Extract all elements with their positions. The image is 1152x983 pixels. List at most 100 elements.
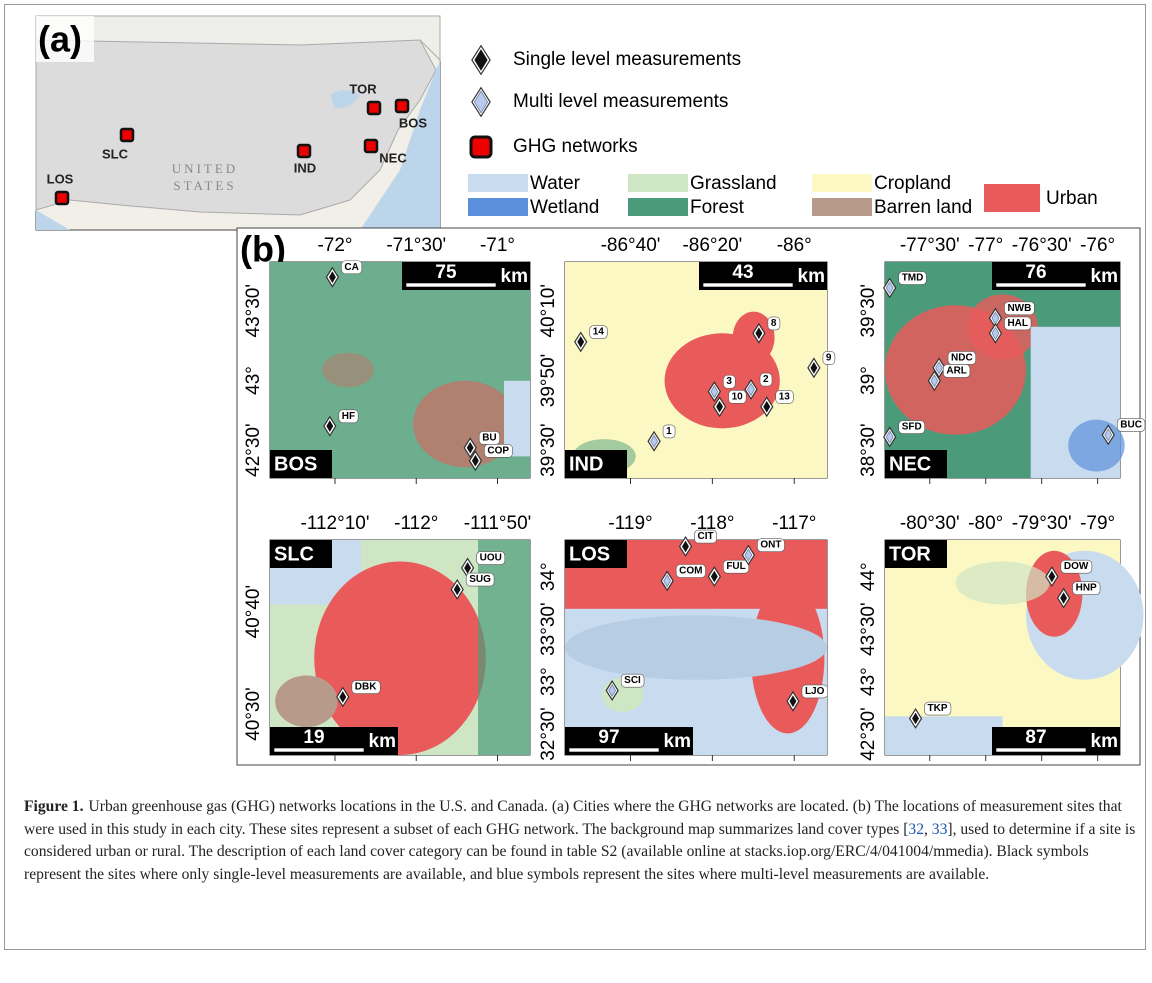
- legend-label: Forest: [690, 197, 745, 218]
- lat-tick-label: 33°30': [538, 602, 559, 656]
- site-label: LJO: [805, 686, 825, 697]
- lon-tick-label: -80°: [968, 513, 1003, 534]
- city-label: NEC: [379, 150, 407, 165]
- lon-tick-label: -71°30': [386, 235, 446, 256]
- scale-value: 75: [435, 262, 457, 283]
- legend-label: Multi level measurements: [513, 91, 728, 112]
- land-cover-patch: [322, 353, 374, 388]
- lat-tick-label: 43°30': [858, 602, 879, 656]
- lon-tick-label: -112°: [394, 513, 438, 534]
- map-name: BOS: [274, 453, 317, 475]
- city-marker: [365, 140, 377, 152]
- site-label: 9: [826, 352, 832, 363]
- legend-swatch: [812, 174, 872, 192]
- page: { "panel_a": { "label": "(a)", "map_labe…: [0, 0, 1152, 983]
- map-name: IND: [569, 453, 603, 475]
- site-label: NWB: [1007, 303, 1031, 314]
- city-label: SLC: [102, 146, 129, 161]
- site-label: TKP: [928, 703, 948, 714]
- city-marker: [121, 129, 133, 141]
- legend-symbol: [471, 137, 491, 157]
- site-label: 1: [666, 426, 672, 437]
- legend-label: Grassland: [690, 173, 777, 194]
- lon-tick-label: -79°: [1080, 513, 1115, 534]
- site-label: HNP: [1076, 583, 1097, 594]
- site-label: 13: [779, 391, 791, 402]
- city-marker: [368, 102, 380, 114]
- lat-tick-label: 39°50': [538, 354, 559, 408]
- legend-swatch: [468, 198, 528, 216]
- lat-tick-label: 38°30': [858, 423, 879, 477]
- lon-tick-label: -86°20': [682, 235, 742, 256]
- city-label: BOS: [399, 115, 428, 130]
- scale-bar: [274, 748, 364, 752]
- scale-value: 87: [1025, 727, 1046, 748]
- land-cover-patch: [956, 562, 1050, 605]
- site-label: COP: [487, 445, 509, 456]
- caption-text: 32: [908, 821, 924, 838]
- scale-value: 19: [303, 727, 324, 748]
- lon-tick-label: -111°50': [464, 513, 532, 534]
- site-label: NDC: [951, 352, 973, 363]
- caption: Figure 1.Urban greenhouse gas (GHG) netw…: [24, 796, 1136, 886]
- lon-tick-label: -112°10': [301, 513, 370, 534]
- site-label: COM: [679, 565, 702, 576]
- map-name: SLC: [274, 543, 314, 565]
- lat-tick-label: 40°10': [538, 284, 559, 338]
- site-label: CA: [344, 262, 358, 273]
- site-label: BU: [482, 432, 496, 443]
- map-name: NEC: [889, 453, 931, 475]
- scale-bar: [703, 283, 793, 287]
- legend-symbol: [472, 46, 490, 75]
- lat-tick-label: 43°: [858, 667, 879, 696]
- legend-label: Barren land: [874, 197, 972, 218]
- site-label: 14: [593, 327, 605, 338]
- lat-tick-label: 44°: [858, 562, 879, 591]
- lon-tick-label: -76°: [1080, 235, 1115, 256]
- legend-label: Wetland: [530, 197, 599, 218]
- lat-tick-label: 34°: [538, 562, 559, 591]
- site-label: BUC: [1120, 419, 1142, 430]
- lon-tick-label: -76°30': [1012, 235, 1072, 256]
- lon-tick-label: -80°30': [900, 513, 960, 534]
- map-name: LOS: [569, 543, 610, 565]
- lat-tick-label: 39°30': [538, 423, 559, 477]
- lon-tick-label: -79°30': [1012, 513, 1072, 534]
- map-label: STATES: [173, 178, 236, 193]
- legend-swatch: [984, 184, 1040, 212]
- scale-unit: km: [1091, 731, 1118, 752]
- site-label: SFD: [902, 422, 922, 433]
- site-label: 2: [763, 374, 769, 385]
- legend-label: Cropland: [874, 173, 951, 194]
- lat-tick-label: 39°: [858, 366, 879, 395]
- caption-text: Figure 1.: [24, 798, 83, 815]
- scale-unit: km: [664, 731, 691, 752]
- lat-tick-label: 43°30': [243, 284, 264, 338]
- legend-label: Single level measurements: [513, 49, 741, 70]
- site-label: 10: [732, 391, 744, 402]
- scale-bar: [996, 283, 1086, 287]
- lat-tick-label: 43°: [243, 366, 264, 395]
- lat-tick-label: 33°: [538, 667, 559, 696]
- city-marker: [298, 145, 310, 157]
- lon-tick-label: -86°40': [601, 235, 661, 256]
- scale-bar: [406, 283, 496, 287]
- city-marker: [56, 192, 68, 204]
- land-cover-patch: [478, 540, 530, 755]
- map-label: UNITED: [172, 161, 238, 176]
- site-label: UOU: [480, 553, 502, 564]
- scale-unit: km: [501, 266, 528, 287]
- caption-text: ,: [924, 821, 932, 838]
- lon-tick-label: -77°: [968, 235, 1003, 256]
- legend-label: Urban: [1046, 188, 1098, 209]
- map-name: TOR: [889, 543, 931, 565]
- scale-value: 43: [732, 262, 753, 283]
- panel-a-label: (a): [38, 19, 82, 60]
- land-cover-patch: [565, 615, 827, 680]
- site-label: 3: [726, 376, 732, 387]
- site-label: ARL: [946, 365, 967, 376]
- scale-value: 76: [1025, 262, 1046, 283]
- lat-tick-label: 40°30': [243, 687, 264, 741]
- site-label: 8: [771, 318, 777, 329]
- legend-label: GHG networks: [513, 136, 638, 157]
